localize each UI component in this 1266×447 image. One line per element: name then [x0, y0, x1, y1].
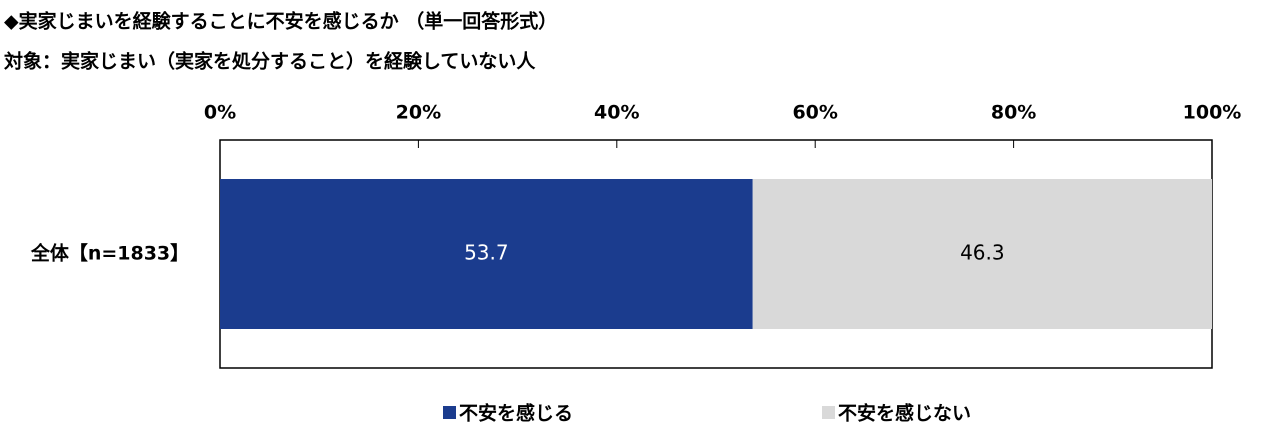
legend-swatch: [822, 406, 835, 419]
x-tick-label: 20%: [396, 102, 441, 124]
bar-segment: [752, 179, 1212, 329]
legend-swatch: [443, 406, 456, 419]
value-label: 46.3: [960, 241, 1005, 265]
x-tick-label: 40%: [594, 102, 639, 124]
chart-title: ◆実家じまいを経験することに不安を感じるか （単一回答形式）: [4, 10, 557, 33]
x-tick-label: 60%: [792, 102, 837, 124]
category-label: 全体【n=1833】: [30, 242, 189, 265]
chart-subtitle: 対象：実家じまい（実家を処分すること）を経験していない人: [3, 50, 536, 73]
x-tick-label: 80%: [991, 102, 1036, 124]
legend-label: 不安を感じない: [838, 402, 971, 425]
x-tick-label: 100%: [1183, 102, 1242, 124]
legend-label: 不安を感じる: [459, 402, 573, 425]
bar-segment: [220, 179, 753, 329]
value-label: 53.7: [464, 241, 509, 265]
x-tick-label: 0%: [204, 102, 236, 124]
